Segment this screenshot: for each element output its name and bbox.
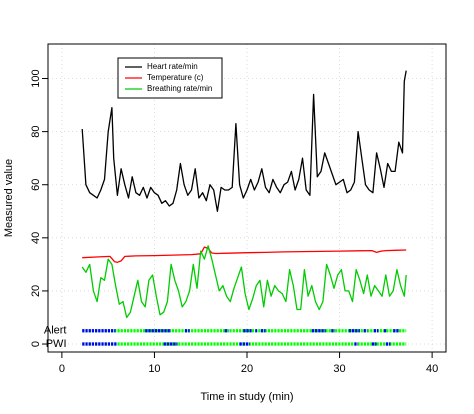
y-tick-label: 100 bbox=[30, 69, 42, 87]
x-axis-label: Time in study (min) bbox=[200, 391, 293, 403]
event-row-label: Alert bbox=[44, 325, 67, 337]
y-tick-label: 40 bbox=[30, 232, 42, 244]
x-tick-label: 0 bbox=[59, 363, 65, 375]
series-line bbox=[81, 70, 407, 212]
series-line bbox=[81, 245, 407, 319]
y-axis-label: Measured value bbox=[3, 159, 15, 237]
y-axis: 0 20 40 60 80 100 bbox=[30, 69, 48, 347]
legend-label: Heart rate/min bbox=[147, 62, 198, 71]
y-tick-label: 80 bbox=[30, 125, 42, 137]
x-tick-label: 30 bbox=[333, 363, 345, 375]
y-tick-label: 0 bbox=[30, 341, 42, 347]
y-tick-label: 60 bbox=[30, 179, 42, 191]
x-axis: 0 10 20 30 40 bbox=[59, 352, 438, 375]
event-row-label: PWI bbox=[46, 338, 67, 350]
legend-label: Temperature (c) bbox=[147, 73, 204, 82]
legend: Heart rate/min Temperature (c) Breathing r… bbox=[117, 57, 223, 99]
x-tick-label: 20 bbox=[241, 363, 253, 375]
x-tick-label: 40 bbox=[426, 363, 438, 375]
series-lines bbox=[81, 70, 407, 319]
legend-label: Breathing rate/min bbox=[147, 84, 212, 93]
y-tick-label: 20 bbox=[30, 285, 42, 297]
plot-frame bbox=[47, 43, 447, 353]
series-line bbox=[82, 246, 407, 263]
x-tick-label: 10 bbox=[148, 363, 160, 375]
grid-lines bbox=[48, 44, 446, 352]
